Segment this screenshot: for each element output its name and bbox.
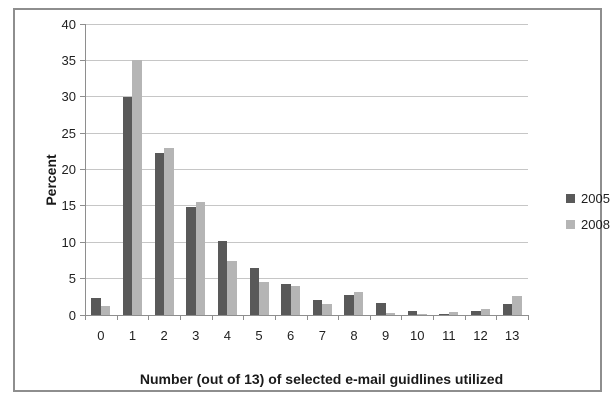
x-axis-tick-5: [243, 316, 245, 320]
x-tick-label-5: 5: [255, 328, 263, 343]
y-axis-tick-35: [80, 59, 85, 61]
x-axis-tick-7: [306, 316, 308, 320]
x-axis-tick-1: [116, 316, 118, 320]
bar-2008-cat1: [132, 60, 142, 315]
bar-2005-cat6: [281, 283, 291, 315]
legend-swatch-2005: [566, 194, 575, 203]
bar-2005-cat2: [154, 152, 165, 315]
bar-2008-cat0: [100, 306, 111, 315]
x-axis-tick-11: [433, 316, 435, 320]
bar-2005-cat3: [186, 207, 196, 315]
bar-2005-cat12: [471, 311, 481, 315]
chart-frame: Percent Number (out of 13) of selected e…: [13, 8, 610, 392]
bar-2005-cat5: [249, 268, 260, 315]
x-tick-label-1: 1: [128, 328, 137, 343]
bar-2008-cat12: [480, 309, 491, 315]
x-tick-label-2: 2: [160, 328, 168, 343]
gridline-y-5: [85, 278, 528, 280]
y-tick-label-30: 30: [61, 89, 76, 105]
x-tick-label-9: 9: [381, 328, 390, 343]
x-axis-tick-6: [274, 316, 276, 320]
x-axis-tick-3: [179, 316, 181, 320]
bar-2008-cat11: [448, 312, 459, 315]
x-axis-tick-14: [528, 316, 529, 320]
gridline-y-35: [85, 59, 528, 61]
x-tick-label-3: 3: [192, 328, 200, 343]
x-tick-label-12: 12: [473, 328, 488, 343]
x-tick-label-8: 8: [350, 328, 358, 343]
bar-2008-cat7: [322, 304, 332, 315]
gridline-y-20: [85, 169, 528, 170]
y-axis-tick-25: [80, 132, 85, 134]
bar-2008-cat3: [195, 201, 206, 315]
x-axis-title: Number (out of 13) of selected e-mail gu…: [139, 371, 504, 387]
x-tick-label-0: 0: [97, 328, 105, 343]
bar-2008-cat6: [290, 285, 301, 315]
y-tick-label-20: 20: [61, 162, 76, 177]
legend: 2005 2008: [566, 192, 610, 244]
y-axis-tick-40: [80, 23, 85, 25]
gridline-y-10: [85, 241, 528, 243]
gridline-y-25: [85, 132, 528, 134]
bar-2005-cat13: [502, 304, 513, 315]
legend-swatch-2008: [566, 220, 575, 229]
y-axis-line: [85, 24, 86, 315]
bar-2008-cat5: [259, 282, 269, 315]
bar-2008-cat10: [417, 314, 427, 315]
x-axis-tick-0: [85, 316, 86, 320]
bar-2005-cat10: [407, 310, 418, 315]
gridline-y-15: [85, 205, 528, 207]
bar-2005-cat4: [217, 240, 228, 315]
bar-2008-cat8: [353, 291, 364, 315]
y-tick-label-40: 40: [61, 16, 76, 32]
bar-2008-cat2: [164, 147, 174, 315]
x-axis-line: [85, 315, 529, 316]
y-axis-tick-10: [80, 241, 85, 243]
y-axis-tick-30: [80, 96, 85, 98]
bar-2005-cat1: [122, 96, 133, 315]
bar-2008-cat4: [227, 261, 237, 315]
x-axis-tick-8: [338, 316, 340, 320]
y-axis-tick-20: [80, 169, 85, 170]
bar-2005-cat9: [376, 303, 386, 315]
x-tick-label-11: 11: [442, 328, 456, 343]
x-axis-tick-4: [211, 316, 213, 320]
x-tick-label-4: 4: [223, 328, 231, 343]
bar-2008-cat9: [385, 312, 396, 315]
x-axis-tick-13: [496, 316, 498, 320]
x-axis-tick-2: [148, 316, 150, 320]
x-tick-label-13: 13: [504, 328, 520, 343]
bar-2005-cat0: [91, 298, 101, 315]
legend-item-2008: 2008: [566, 218, 610, 231]
y-axis-tick-5: [80, 278, 85, 280]
y-tick-label-15: 15: [61, 198, 76, 214]
bar-2008-cat13: [512, 296, 522, 315]
x-tick-label-10: 10: [410, 328, 425, 343]
y-axis-tick-0: [80, 314, 85, 316]
legend-item-2005: 2005: [566, 192, 610, 205]
bar-2005-cat8: [344, 294, 354, 315]
x-tick-label-7: 7: [318, 328, 326, 343]
y-tick-label-10: 10: [61, 234, 76, 250]
gridline-y-30: [85, 96, 528, 98]
x-axis-tick-9: [369, 316, 371, 320]
y-axis-tick-15: [80, 205, 85, 207]
bar-2005-cat11: [439, 313, 449, 315]
legend-label-2008: 2008: [581, 217, 610, 232]
bar-2005-cat7: [312, 300, 323, 315]
y-tick-label-35: 35: [61, 52, 76, 68]
y-tick-label-25: 25: [61, 125, 76, 141]
y-tick-label-0: 0: [68, 307, 76, 323]
y-tick-label-5: 5: [68, 271, 76, 287]
x-axis-tick-12: [464, 316, 466, 320]
x-axis-tick-10: [401, 316, 403, 320]
gridline-y-40: [85, 23, 528, 25]
x-tick-label-6: 6: [287, 328, 295, 343]
legend-label-2005: 2005: [581, 191, 610, 206]
